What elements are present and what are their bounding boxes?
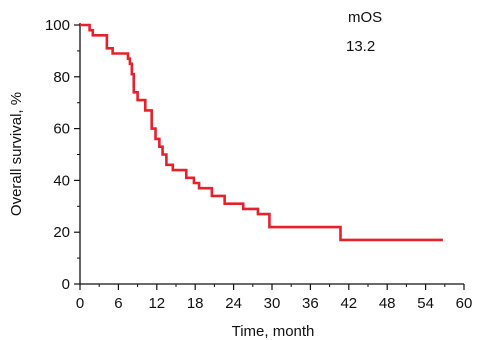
x-axis-title: Time, month: [232, 323, 315, 340]
tick-labels: 0 6 12 18 24 30 36 42 48 54 60 0 20 40 60 80 100: [45, 17, 472, 312]
y-axis-title: Overall survival, %: [8, 92, 25, 216]
median-os-value: 13.2: [346, 38, 375, 55]
y-tick-label: 20: [53, 224, 70, 241]
x-tick-label: 0: [76, 295, 84, 312]
y-tick-label: 40: [53, 172, 70, 189]
survival-curve: [80, 23, 443, 242]
x-tick-label: 48: [379, 295, 396, 312]
x-tick-label: 30: [264, 295, 281, 312]
y-tick-label: 100: [45, 17, 70, 34]
x-tick-label: 6: [114, 295, 122, 312]
x-tick-label: 24: [225, 295, 242, 312]
median-os-label: mOS: [348, 9, 382, 26]
series-layer: [80, 23, 443, 242]
x-tick-label: 18: [187, 295, 204, 312]
y-tick-label: 80: [53, 69, 70, 86]
x-tick-label: 12: [148, 295, 165, 312]
x-tick-label: 54: [417, 295, 434, 312]
y-tick-label: 60: [53, 121, 70, 138]
ticks: [74, 24, 465, 290]
y-tick-label: 0: [62, 276, 70, 293]
x-tick-label: 60: [456, 295, 473, 312]
axes: [79, 23, 464, 285]
x-tick-label: 42: [340, 295, 357, 312]
x-tick-label: 36: [302, 295, 319, 312]
